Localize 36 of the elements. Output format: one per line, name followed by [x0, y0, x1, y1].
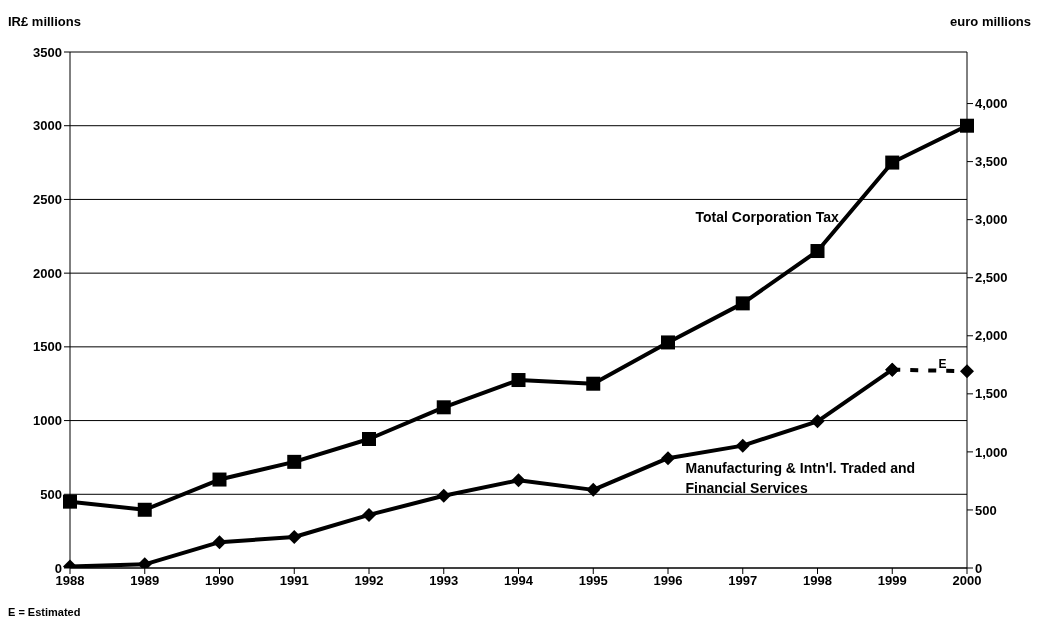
annotation: E	[938, 357, 947, 372]
y2-tick-label: 1,500	[975, 386, 1008, 402]
x-tick-label: 1999	[877, 573, 907, 589]
x-tick-label: 1994	[504, 573, 534, 589]
y2-tick-label: 4,000	[975, 96, 1008, 112]
x-tick-label: 1990	[205, 573, 234, 589]
series-label: Manufacturing & Intn'l. Traded and Financial Services	[685, 458, 917, 498]
y-tick-label: 3000	[33, 118, 62, 134]
y2-tick-label: 3,000	[975, 212, 1008, 228]
x-tick-label: 1997	[728, 573, 758, 589]
y2-tick-label: 2,000	[975, 328, 1008, 344]
y-axis-title: IR£ millions	[8, 14, 81, 29]
y-tick-label: 3500	[33, 44, 62, 60]
x-tick-label: 1988	[55, 573, 85, 589]
x-tick-label: 1993	[429, 573, 459, 589]
y2-axis-title: euro millions	[950, 14, 1031, 29]
y-tick-label: 1000	[33, 413, 62, 429]
x-tick-label: 1992	[354, 573, 384, 589]
x-tick-label: 1989	[130, 573, 160, 589]
x-tick-label: 1991	[279, 573, 309, 589]
y-tick-label: 2500	[33, 192, 62, 208]
y2-tick-label: 2,500	[975, 270, 1008, 286]
y2-tick-label: 3,500	[975, 154, 1008, 170]
y-tick-label: 500	[40, 486, 62, 502]
y2-tick-label: 1,000	[975, 444, 1008, 460]
y2-tick-label: 500	[975, 502, 997, 518]
x-tick-label: 1998	[803, 573, 832, 589]
x-tick-label: 2000	[952, 573, 982, 589]
x-tick-label: 1996	[653, 573, 683, 589]
y-tick-label: 0	[54, 560, 62, 576]
text: E = Estimated	[8, 606, 81, 618]
y-tick-label: 2000	[33, 265, 62, 281]
x-tick-label: 1995	[578, 573, 608, 589]
series-label: Total Corporation Tax	[695, 207, 839, 227]
y-tick-label: 1500	[33, 339, 62, 355]
y2-tick-label: 0	[975, 560, 983, 576]
